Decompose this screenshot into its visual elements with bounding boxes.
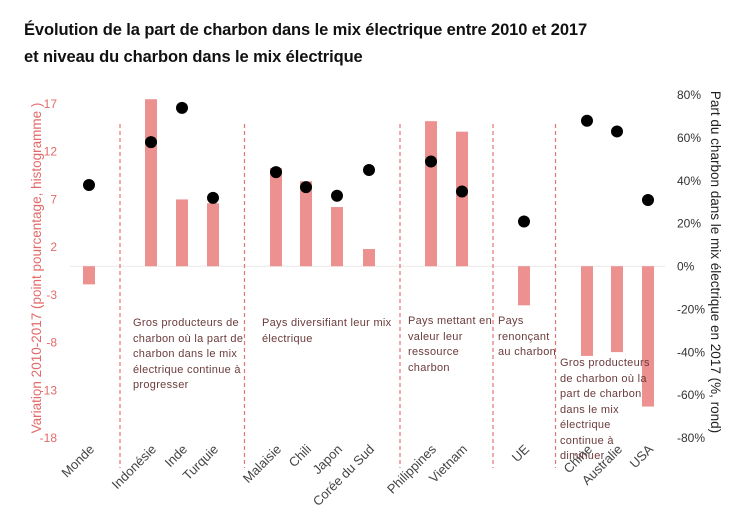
- group-label-line: Pays diversifiant leur mix: [262, 317, 392, 329]
- left-axis-title: Variation 2010-2017 (point pourcentage, …: [29, 103, 44, 434]
- bar-chine: [581, 266, 593, 356]
- dot-australie: [611, 125, 623, 138]
- group-label-line: de charbon où la: [560, 372, 647, 385]
- dot-corée-du-sud: [363, 164, 375, 177]
- group-label-line: dans le mix: [560, 403, 619, 416]
- bar-corée-du-sud: [363, 249, 375, 267]
- group-label-line: renonçant: [498, 330, 550, 343]
- group-label: Gros producteurs de charbon où la part de…: [133, 316, 243, 394]
- dot-philippines: [425, 155, 437, 168]
- left-tick-label: 7: [50, 192, 57, 206]
- group-label-line: ressource: [408, 346, 459, 358]
- group-label-line: Gros producteurs de: [133, 317, 239, 329]
- bar-turquie: [207, 203, 219, 267]
- dot-inde: [176, 101, 188, 114]
- right-tick-label: -20%: [677, 302, 705, 316]
- right-tick-label: 80%: [677, 88, 701, 102]
- group-label-line: électrique: [560, 419, 611, 431]
- left-tick-label: -13: [40, 383, 58, 397]
- bar-ue: [518, 266, 530, 306]
- dot-chili: [300, 181, 312, 194]
- dot-vietnam: [456, 185, 468, 198]
- bar-vietnam: [456, 131, 468, 267]
- chart-title-line-1: Évolution de la part de charbon dans le …: [24, 21, 588, 39]
- left-tick-label: 12: [44, 145, 58, 159]
- category-label: Indonésie: [109, 442, 159, 492]
- category-label: Turquie: [180, 442, 221, 483]
- bar-australie: [611, 266, 623, 353]
- bar-inde: [176, 199, 188, 267]
- group-label: Pays mettant en valeur leur ressource charb…: [408, 314, 492, 376]
- left-tick-label: 2: [50, 240, 57, 254]
- group-label: Pays renonçant au charbon: [498, 314, 556, 361]
- group-label: Pays diversifiant leur mix électrique: [262, 316, 391, 347]
- dot-indonésie: [145, 136, 157, 149]
- right-axis-ticks: 80% 60% 40% 20% 0% -20% -40% -60% -80%: [677, 88, 705, 445]
- dot-monde: [83, 179, 95, 192]
- left-tick-label: -18: [40, 431, 58, 445]
- right-tick-label: 20%: [677, 217, 701, 231]
- group-label-line: électrique continue à: [133, 363, 241, 376]
- bar-monde: [83, 266, 95, 285]
- group-label-line: progresser: [133, 379, 189, 391]
- group-separators: [119, 124, 557, 468]
- dot-series: [83, 101, 654, 228]
- right-tick-label: -40%: [677, 345, 705, 359]
- group-label-line: charbon dans le mix: [133, 348, 238, 360]
- bar-indonésie: [145, 99, 157, 267]
- dot-malaisie: [270, 166, 282, 179]
- category-label: Malaisie: [240, 442, 284, 486]
- group-label-line: Gros producteurs: [560, 357, 650, 369]
- group-label-line: Pays mettant en: [408, 315, 492, 327]
- group-label-line: charbon où la part de: [133, 332, 244, 345]
- category-label: Monde: [58, 442, 97, 481]
- left-axis-ticks: 17 12 7 2 -3 -8 -13 -18: [40, 97, 58, 445]
- chart-title-line-2: et niveau du charbon dans le mix électri…: [24, 48, 363, 66]
- group-label-line: part de charbon: [560, 388, 642, 400]
- right-tick-label: -80%: [677, 431, 705, 445]
- chart-title: Évolution de la part de charbon dans le …: [24, 17, 587, 71]
- dot-japon: [331, 189, 343, 202]
- bar-usa: [642, 266, 654, 407]
- right-tick-label: 0%: [677, 260, 695, 274]
- bar-philippines: [425, 121, 437, 267]
- dot-usa: [642, 194, 654, 207]
- group-label-line: charbon: [408, 361, 450, 374]
- left-tick-label: 17: [44, 97, 58, 111]
- left-tick-label: -3: [46, 288, 57, 302]
- bar-japon: [331, 207, 343, 267]
- bar-chili: [300, 181, 312, 267]
- group-label: Gros producteurs de charbon où la part de …: [560, 356, 650, 465]
- group-label-line: au charbon: [498, 346, 557, 358]
- right-tick-label: -60%: [677, 388, 705, 402]
- group-label-line: Pays: [498, 315, 524, 327]
- group-label-line: continue à: [560, 434, 614, 447]
- dot-ue: [518, 215, 530, 228]
- dot-turquie: [207, 191, 219, 204]
- group-label-line: diminuer: [560, 450, 605, 462]
- bar-malaisie: [270, 167, 282, 267]
- group-label-line: électrique: [262, 332, 313, 345]
- right-tick-label: 60%: [677, 131, 701, 145]
- group-label-line: valeur leur: [408, 330, 463, 343]
- left-tick-label: -8: [46, 336, 57, 350]
- category-label: UE: [509, 441, 533, 465]
- dot-chine: [581, 114, 593, 127]
- right-axis-title: Part du charbon dans le mix électrique e…: [708, 91, 723, 433]
- right-tick-label: 40%: [677, 174, 701, 188]
